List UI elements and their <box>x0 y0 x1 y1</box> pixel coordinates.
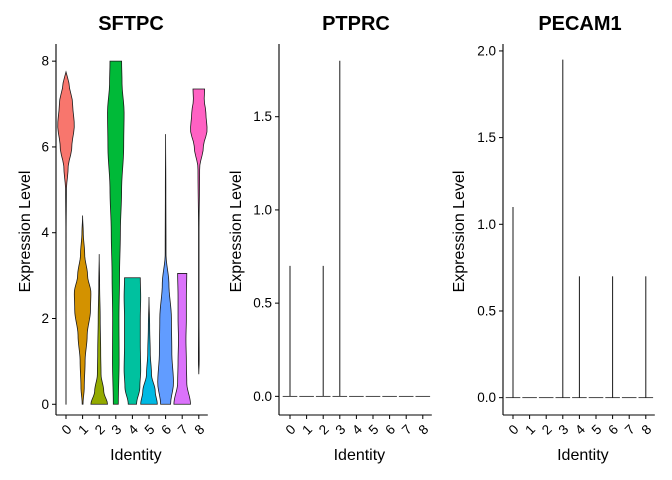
x-tick-label: 4 <box>125 421 141 437</box>
violin-cluster-6 <box>157 134 174 405</box>
x-tick-label: 2 <box>539 422 555 438</box>
violin-cluster-0 <box>57 70 75 405</box>
y-tick-label: 2.0 <box>477 43 496 58</box>
x-axis-label: Identity <box>557 447 609 464</box>
x-tick-label: 0 <box>283 422 299 438</box>
violin-cluster-7 <box>173 273 191 405</box>
panel-title: PTPRC <box>322 13 390 35</box>
violin-cluster-2 <box>90 254 108 405</box>
violin-cluster-3 <box>107 60 125 405</box>
x-tick-label: 3 <box>555 422 571 438</box>
violin-cluster-4 <box>123 277 142 405</box>
y-axis-label: Expression Level <box>17 171 34 293</box>
y-tick-label: 0.5 <box>477 303 496 318</box>
y-axis-label: Expression Level <box>451 171 468 293</box>
y-tick-label: 4 <box>41 225 49 240</box>
panel-title: SFTPC <box>98 13 164 35</box>
x-tick-label: 1 <box>522 422 538 438</box>
panel-pecam1: PECAM1 0.0 0.5 1.0 1.5 2.0 Expression Level 0 1 2… <box>451 13 655 464</box>
x-tick-label: 8 <box>638 422 654 438</box>
x-tick-label: 2 <box>92 422 108 438</box>
x-tick-label: 7 <box>399 422 415 438</box>
x-tick-label: 0 <box>506 422 522 438</box>
x-tick-label: 5 <box>589 422 605 438</box>
y-tick-label: 8 <box>41 54 49 69</box>
y-tick-label: 1.5 <box>253 109 272 124</box>
y-tick-label: 0.5 <box>253 296 272 311</box>
x-tick-label: 5 <box>142 422 158 438</box>
violin-cluster-5 <box>140 297 158 405</box>
panel-title: PECAM1 <box>538 13 621 35</box>
y-tick-label: 1.0 <box>253 202 272 217</box>
x-tick-label: 0 <box>59 422 75 438</box>
y-tick-label: 0 <box>41 397 49 412</box>
y-tick-label: 2 <box>41 311 49 326</box>
x-tick-label: 7 <box>622 422 638 438</box>
x-tick-label: 3 <box>332 422 348 438</box>
x-tick-label: 2 <box>316 422 332 438</box>
x-tick-label: 1 <box>75 422 91 438</box>
y-axis-label: Expression Level <box>228 171 245 293</box>
x-tick-label: 6 <box>158 422 174 438</box>
violin-cluster-8 <box>190 88 208 375</box>
x-axis-label: Identity <box>334 447 386 464</box>
panel-ptprc: PTPRC 0.0 0.5 1.0 1.5 Expression Level 0 1 2 3 4 5 6… <box>228 13 432 464</box>
y-tick-label: 0.0 <box>253 389 272 404</box>
x-tick-label: 7 <box>175 422 191 438</box>
y-tick-label: 6 <box>41 139 49 154</box>
x-tick-label: 3 <box>108 422 124 438</box>
y-tick-label: 1.0 <box>477 217 496 232</box>
violin-cluster-1 <box>73 215 92 405</box>
x-tick-label: 4 <box>572 421 588 437</box>
x-tick-label: 6 <box>605 422 621 438</box>
y-tick-label: 1.5 <box>477 130 496 145</box>
x-tick-label: 1 <box>299 422 315 438</box>
x-tick-label: 5 <box>366 422 382 438</box>
x-tick-label: 8 <box>415 422 431 438</box>
x-tick-label: 8 <box>191 422 207 438</box>
y-tick-label: 0.0 <box>477 390 496 405</box>
x-tick-label: 6 <box>382 422 398 438</box>
x-axis-label: Identity <box>110 447 162 464</box>
x-tick-label: 4 <box>349 421 365 437</box>
